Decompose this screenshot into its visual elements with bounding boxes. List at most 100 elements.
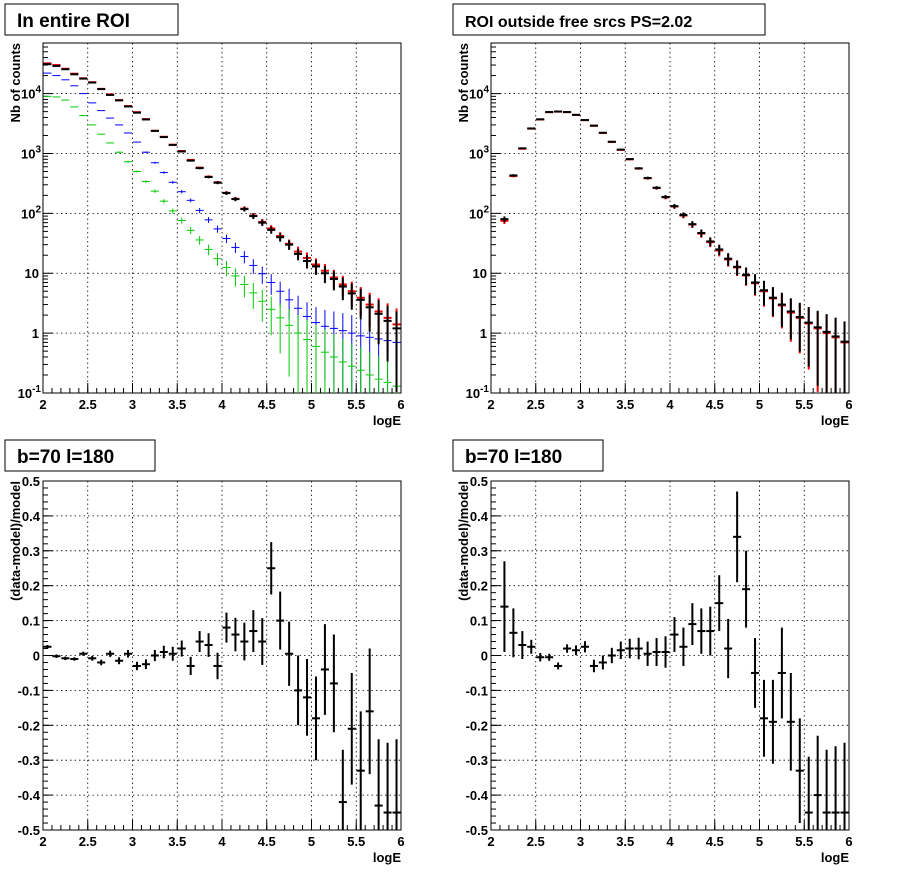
data-point	[311, 260, 321, 275]
x-tick-label: 4	[666, 834, 674, 849]
data-point	[545, 653, 554, 661]
data-point	[598, 655, 607, 670]
data-point	[168, 208, 177, 214]
data-point	[670, 203, 679, 209]
data-point	[786, 298, 795, 340]
series-1	[43, 62, 401, 373]
x-tick-label: 4.5	[258, 397, 276, 412]
y-tick-label: -0.3	[18, 753, 40, 768]
data-point	[733, 491, 742, 583]
data-point	[294, 248, 303, 261]
y-tick-label: 10	[473, 266, 487, 281]
y-tick-label: -0.2	[466, 718, 488, 733]
data-point	[661, 195, 670, 199]
data-point	[347, 343, 356, 393]
data-point	[231, 617, 240, 652]
data-point	[258, 266, 267, 284]
data-point	[132, 661, 142, 671]
x-tick-label: 5.5	[795, 397, 813, 412]
x-tick-label: 2.5	[79, 397, 97, 412]
y-tick-label: -0.5	[466, 823, 488, 838]
y-tick-label: -0.4	[466, 788, 489, 803]
data-point	[724, 253, 733, 266]
y-tick-label: -0.2	[18, 718, 40, 733]
data-point	[589, 659, 598, 673]
data-point	[733, 260, 742, 276]
title-box	[452, 439, 604, 472]
data-point	[141, 180, 150, 183]
data-point	[338, 339, 347, 393]
y-tick-label: 10-1	[18, 384, 42, 401]
y-axis-title: (data-model)/model	[456, 481, 471, 601]
data-point	[258, 290, 267, 322]
x-tick-label: 3	[129, 834, 136, 849]
data-point	[679, 627, 688, 666]
chart-panel-3: 2 2.5 3 3.5 4 4.5 5 5.5 6 -0.5 -0.4 -0.3 -0.2 -0.1 0 0.…	[4, 439, 405, 865]
y-tick-label: 10	[25, 266, 39, 281]
data-point	[186, 198, 195, 203]
data-point	[276, 303, 285, 354]
y-tick-label: 103	[469, 144, 489, 161]
data-point	[643, 641, 652, 666]
data-point	[222, 260, 231, 277]
data-point	[329, 334, 338, 393]
data-point	[213, 181, 222, 185]
series-1	[500, 110, 849, 393]
data-point	[679, 212, 688, 218]
data-point	[652, 186, 661, 190]
data-point	[141, 151, 150, 154]
data-point	[356, 288, 365, 320]
data-point	[813, 310, 822, 386]
data-point	[204, 244, 213, 256]
y-tick-label: 104	[469, 85, 489, 102]
data-point	[123, 160, 133, 163]
data-point	[365, 648, 374, 775]
data-point	[688, 603, 697, 646]
plot-frame	[42, 480, 402, 831]
data-point	[150, 189, 159, 193]
title-box	[4, 439, 156, 472]
data-point	[294, 315, 303, 393]
x-tick-label: 5.5	[795, 834, 813, 849]
data-point	[356, 711, 365, 830]
data-point	[320, 624, 329, 715]
data-point	[338, 277, 347, 301]
data-point	[311, 676, 321, 761]
data-point	[571, 645, 581, 656]
data-point	[240, 206, 249, 212]
data-point	[616, 641, 625, 659]
data-point	[240, 275, 249, 298]
data-point	[115, 657, 124, 665]
x-tick-label: 2.5	[79, 834, 97, 849]
y-tick-label: 0.4	[22, 509, 41, 524]
data-point	[222, 234, 231, 244]
data-point	[204, 217, 213, 223]
data-point	[697, 608, 706, 654]
data-point	[759, 679, 769, 757]
x-tick-label: 5.5	[347, 397, 365, 412]
data-point	[249, 259, 258, 274]
plot-frame	[490, 480, 850, 831]
x-axis-title: logE	[821, 413, 849, 428]
data-point	[302, 255, 312, 269]
x-tick-label: 6	[397, 397, 404, 412]
y-tick-label: 1	[480, 326, 487, 341]
y-axis-title: (data-model)/model	[8, 481, 23, 601]
x-tick-label: 6	[397, 834, 404, 849]
chart-panel-2: 2 2.5 3 3.5 4 4.5 5 5.5 6 10-1 1 10 102 103 104 logE Nb …	[452, 3, 853, 428]
data-point	[697, 229, 706, 238]
data-point	[706, 237, 715, 247]
y-tick-label: 102	[469, 204, 489, 221]
data-point	[159, 171, 168, 174]
y-tick-label: -0.1	[18, 683, 40, 698]
x-tick-label: 5	[756, 834, 763, 849]
data-point	[249, 610, 258, 653]
data-point	[500, 216, 509, 223]
data-point	[768, 287, 777, 317]
data-point	[786, 672, 795, 771]
data-point	[374, 356, 383, 393]
x-axis-title: logE	[821, 850, 849, 865]
x-tick-label: 4.5	[706, 834, 724, 849]
data-point	[52, 654, 61, 658]
x-axis-title: logE	[373, 850, 401, 865]
